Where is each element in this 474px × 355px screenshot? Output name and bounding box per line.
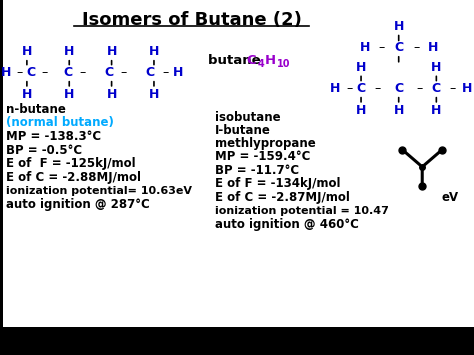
Text: H: H bbox=[393, 104, 404, 117]
Text: E of C = -2.88MJ/mol: E of C = -2.88MJ/mol bbox=[6, 171, 141, 184]
Text: C: C bbox=[26, 66, 35, 79]
Text: –: – bbox=[450, 82, 456, 95]
Text: H: H bbox=[22, 88, 32, 101]
Text: Isomers of Butane (2): Isomers of Butane (2) bbox=[82, 11, 301, 28]
Text: E of  F = -125kJ/mol: E of F = -125kJ/mol bbox=[6, 157, 136, 170]
Text: auto ignition @ 287°C: auto ignition @ 287°C bbox=[6, 198, 149, 211]
Text: MP = -138.3°C: MP = -138.3°C bbox=[6, 130, 101, 143]
Text: H: H bbox=[0, 66, 11, 79]
Text: ionization potential = 10.47: ionization potential = 10.47 bbox=[215, 206, 389, 215]
Text: H: H bbox=[356, 104, 366, 117]
Text: –: – bbox=[120, 66, 127, 79]
Text: H: H bbox=[360, 42, 370, 54]
Text: BP = -0.5°C: BP = -0.5°C bbox=[6, 144, 82, 157]
Text: BP = -11.7°C: BP = -11.7°C bbox=[215, 164, 299, 176]
Text: 10: 10 bbox=[277, 59, 291, 69]
Text: (normal butane): (normal butane) bbox=[6, 116, 114, 129]
Text: C: C bbox=[64, 66, 73, 79]
Text: –: – bbox=[79, 66, 85, 79]
Text: H: H bbox=[173, 66, 183, 79]
Text: –: – bbox=[374, 82, 381, 95]
Text: MP = -159.4°C: MP = -159.4°C bbox=[215, 150, 310, 163]
Text: butane: butane bbox=[208, 54, 265, 67]
Text: ionization potential= 10.63eV: ionization potential= 10.63eV bbox=[6, 186, 191, 196]
Text: methlypropane: methlypropane bbox=[215, 137, 316, 149]
Text: C: C bbox=[246, 54, 256, 67]
Text: n-butane: n-butane bbox=[6, 103, 65, 116]
Text: –: – bbox=[16, 66, 22, 79]
Text: C: C bbox=[146, 66, 155, 79]
FancyBboxPatch shape bbox=[3, 0, 474, 327]
Text: C: C bbox=[356, 82, 365, 95]
Text: E of C = -2.87MJ/mol: E of C = -2.87MJ/mol bbox=[215, 191, 350, 203]
Text: I-butane: I-butane bbox=[215, 124, 271, 137]
Text: –: – bbox=[163, 66, 169, 79]
Text: H: H bbox=[264, 54, 276, 67]
Text: –: – bbox=[346, 82, 352, 95]
Text: C: C bbox=[394, 42, 403, 54]
Text: –: – bbox=[42, 66, 48, 79]
Text: H: H bbox=[356, 61, 366, 74]
Text: H: H bbox=[149, 88, 159, 101]
Text: C: C bbox=[105, 66, 114, 79]
Text: H: H bbox=[22, 45, 32, 58]
Text: 4: 4 bbox=[258, 59, 264, 69]
Text: H: H bbox=[149, 45, 159, 58]
Text: isobutane: isobutane bbox=[215, 111, 281, 124]
Text: H: H bbox=[330, 82, 340, 95]
Text: C: C bbox=[432, 82, 441, 95]
Text: H: H bbox=[106, 88, 117, 101]
Text: –: – bbox=[378, 42, 384, 54]
Text: H: H bbox=[106, 45, 117, 58]
Text: –: – bbox=[413, 42, 419, 54]
Text: –: – bbox=[417, 82, 423, 95]
Text: H: H bbox=[431, 61, 442, 74]
Text: auto ignition @ 460°C: auto ignition @ 460°C bbox=[215, 218, 359, 230]
Text: H: H bbox=[64, 45, 74, 58]
Text: H: H bbox=[393, 20, 404, 33]
Text: H: H bbox=[428, 42, 438, 54]
Text: C: C bbox=[394, 82, 403, 95]
Text: H: H bbox=[431, 104, 442, 117]
Text: H: H bbox=[462, 82, 472, 95]
Text: E of F = -134kJ/mol: E of F = -134kJ/mol bbox=[215, 177, 341, 190]
Text: H: H bbox=[64, 88, 74, 101]
Text: eV: eV bbox=[441, 191, 458, 203]
